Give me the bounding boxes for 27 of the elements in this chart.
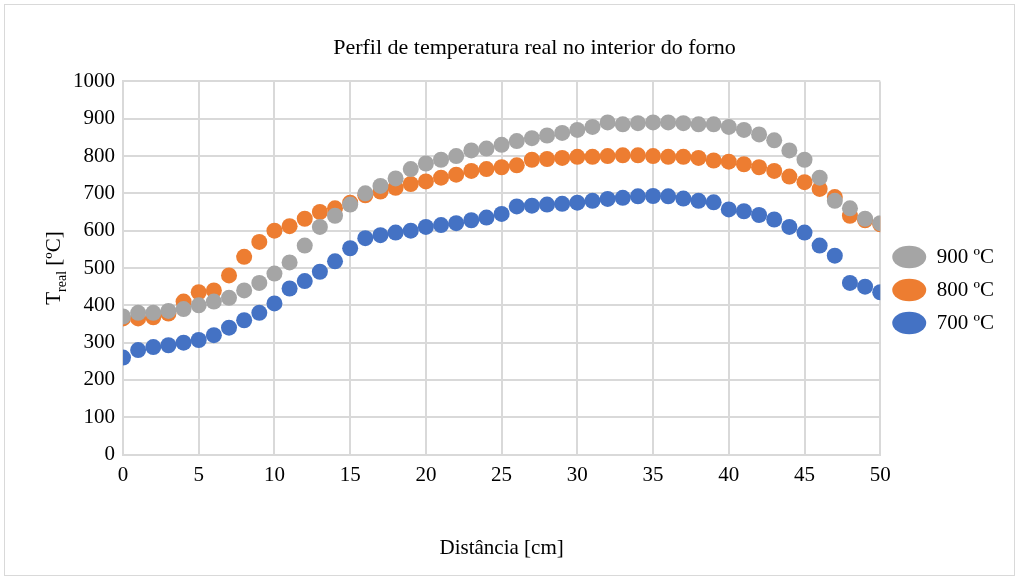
x-tick-label: 15 xyxy=(339,461,361,486)
x-tick-label: 20 xyxy=(415,461,437,486)
y-axis-title: Treal [ºC] xyxy=(41,231,69,305)
x-tick-label: 10 xyxy=(263,461,285,486)
y-tick-label: 1000 xyxy=(73,67,115,92)
x-tick-label: 5 xyxy=(193,461,204,486)
y-tick-label: 400 xyxy=(83,291,115,316)
x-tick-label: 45 xyxy=(794,461,816,486)
chart-title: Perfil de temperatura real no interior do forno xyxy=(333,33,736,59)
legend-label: 900 ºC xyxy=(936,243,995,268)
y-tick-label: 500 xyxy=(83,254,115,279)
y-tick-label: 300 xyxy=(83,329,115,354)
x-tick-label: 50 xyxy=(869,461,891,486)
y-tick-label: 900 xyxy=(83,105,115,130)
x-axis-title: Distância [cm] xyxy=(439,534,564,559)
y-tick-label: 200 xyxy=(83,366,115,391)
y-tick-label: 100 xyxy=(83,403,115,428)
x-tick-label: 40 xyxy=(718,461,740,486)
y-tick-label: 800 xyxy=(83,142,115,167)
y-tick-label: 700 xyxy=(83,179,115,204)
y-tick-label: 0 xyxy=(104,441,115,466)
legend-label: 800 ºC xyxy=(936,276,995,301)
x-tick-label: 25 xyxy=(491,461,513,486)
legend-label: 700 ºC xyxy=(936,309,995,334)
x-tick-label: 35 xyxy=(642,461,664,486)
y-tick-label: 600 xyxy=(83,217,115,242)
x-tick-label: 30 xyxy=(566,461,588,486)
